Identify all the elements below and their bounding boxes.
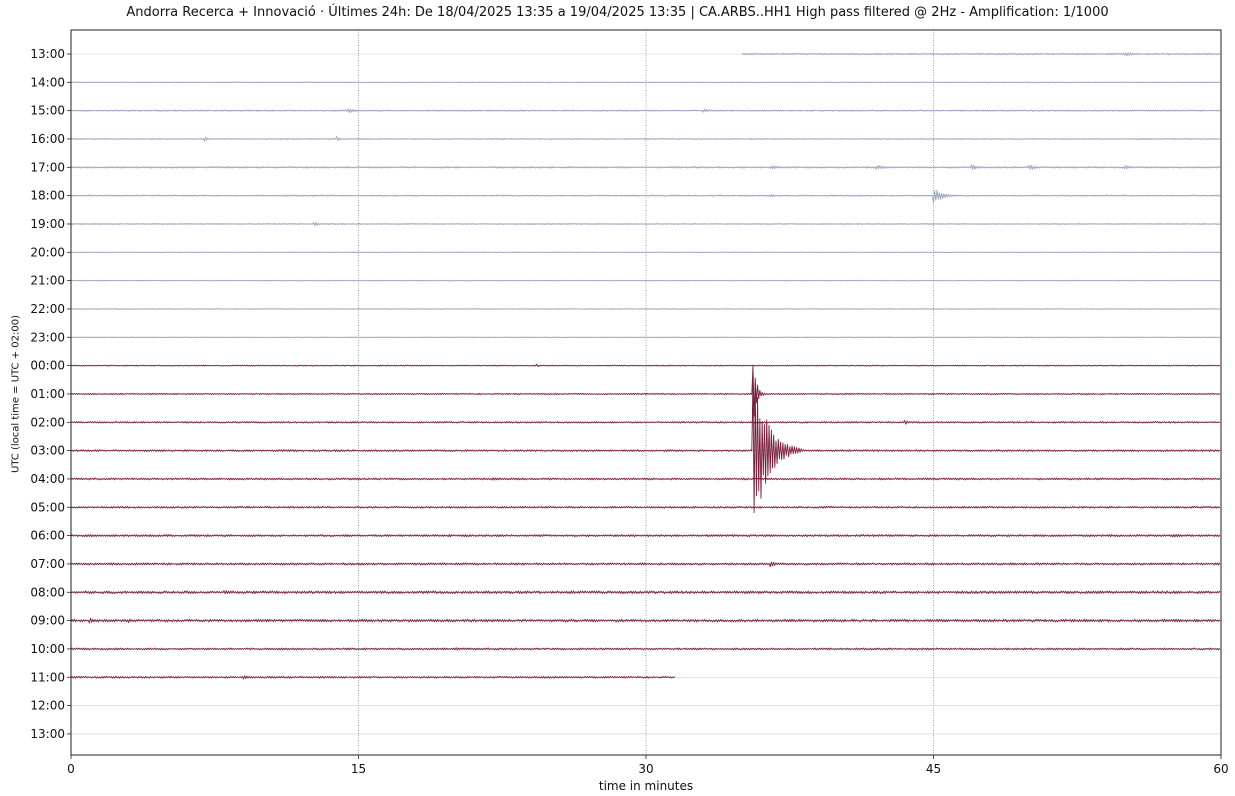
trace-22 xyxy=(70,675,676,680)
trace-21 xyxy=(70,647,1221,651)
y-tick-label-12: 01:00 xyxy=(30,387,65,401)
y-tick-label-7: 20:00 xyxy=(30,245,65,259)
y-tick-label-1: 14:00 xyxy=(30,75,65,89)
y-tick-label-18: 07:00 xyxy=(30,557,65,571)
trace-4 xyxy=(70,164,1221,170)
trace-9 xyxy=(70,308,1220,310)
y-tick-label-20: 09:00 xyxy=(30,614,65,628)
trace-14 xyxy=(70,381,1221,514)
y-tick-label-16: 05:00 xyxy=(30,500,65,514)
trace-13 xyxy=(70,420,1221,425)
chart-title: Andorra Recerca + Innovació · Últimes 24… xyxy=(126,5,1109,20)
y-tick-label-13: 02:00 xyxy=(30,415,65,429)
y-tick-label-8: 21:00 xyxy=(30,274,65,288)
y-tick-label-9: 22:00 xyxy=(30,302,65,316)
y-tick-label-10: 23:00 xyxy=(30,330,65,344)
trace-0 xyxy=(741,52,1221,57)
trace-3 xyxy=(70,136,1221,142)
y-tick-label-23: 12:00 xyxy=(30,699,65,713)
y-tick-label-4: 17:00 xyxy=(30,160,65,174)
trace-8 xyxy=(70,279,1220,282)
trace-2 xyxy=(70,108,1221,114)
axis-layer: 13:00 14:00 15:00 16:00 17:00 18:00 19:00 20:00… xyxy=(30,47,1228,776)
y-tick-label-5: 18:00 xyxy=(30,189,65,203)
x-axis-label: time in minutes xyxy=(598,779,694,793)
trace-17 xyxy=(70,533,1221,538)
trace-15 xyxy=(70,477,1221,481)
y-tick-label-15: 04:00 xyxy=(30,472,65,486)
trace-19 xyxy=(70,590,1221,595)
y-tick-label-21: 10:00 xyxy=(30,642,65,656)
trace-10 xyxy=(70,336,1221,339)
y-tick-label-6: 19:00 xyxy=(30,217,65,231)
y-tick-label-14: 03:00 xyxy=(30,444,65,458)
trace-16 xyxy=(70,505,1221,509)
trace-18 xyxy=(70,561,1221,568)
trace-7 xyxy=(70,251,1221,254)
y-tick-label-19: 08:00 xyxy=(30,585,65,599)
trace-6 xyxy=(70,221,1221,227)
y-tick-label-11: 00:00 xyxy=(30,359,65,373)
y-tick-label-17: 06:00 xyxy=(30,529,65,543)
x-tick-label-3: 45 xyxy=(926,762,941,776)
y-tick-label-2: 15:00 xyxy=(30,104,65,118)
trace-20 xyxy=(70,617,1221,624)
trace-1 xyxy=(70,81,1221,84)
trace-5 xyxy=(70,189,1221,204)
x-tick-label-1: 15 xyxy=(351,762,366,776)
trace-11 xyxy=(70,363,1221,367)
trace-12 xyxy=(70,365,1221,417)
x-tick-label-4: 60 xyxy=(1213,762,1228,776)
y-tick-label-22: 11:00 xyxy=(30,670,65,684)
x-tick-label-0: 0 xyxy=(67,762,75,776)
y-tick-label-3: 16:00 xyxy=(30,132,65,146)
y-tick-label-24: 13:00 xyxy=(30,727,65,741)
trace-layer xyxy=(70,52,1221,680)
x-tick-label-2: 30 xyxy=(638,762,653,776)
y-tick-label-0: 13:00 xyxy=(30,47,65,61)
